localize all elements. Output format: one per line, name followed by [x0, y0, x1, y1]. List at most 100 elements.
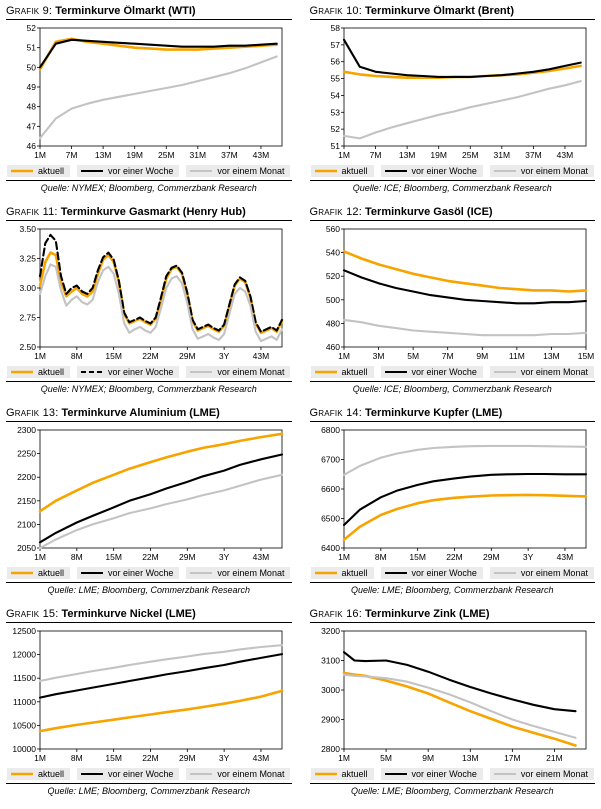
svg-text:43M: 43M	[556, 150, 573, 160]
legend-item: vor einem Monat	[186, 366, 291, 378]
svg-text:2250: 2250	[17, 449, 36, 459]
svg-text:51: 51	[27, 43, 37, 53]
svg-text:3Y: 3Y	[522, 552, 533, 562]
svg-text:13M: 13M	[543, 351, 560, 361]
legend-label: vor einem Monat	[217, 166, 285, 176]
legend-line-swatch	[493, 772, 516, 776]
chart-name: Terminkurve Nickel (LME)	[61, 608, 196, 620]
svg-text:21M: 21M	[546, 753, 563, 763]
svg-text:8M: 8M	[71, 753, 83, 763]
source-note: Quelle: LME; Bloomberg, Commerzbank Rese…	[350, 585, 554, 595]
svg-text:37M: 37M	[525, 150, 542, 160]
legend-label: vor einer Woche	[108, 568, 174, 578]
legend-line-swatch	[384, 370, 407, 374]
svg-text:2800: 2800	[321, 744, 340, 754]
legend-label: vor einem Monat	[217, 769, 285, 779]
legend-line-swatch	[314, 772, 337, 776]
legend-label: vor einer Woche	[411, 568, 477, 578]
legend-line-swatch	[81, 571, 104, 575]
svg-text:50: 50	[27, 62, 37, 72]
svg-text:3Y: 3Y	[219, 753, 230, 763]
legend-line-swatch	[493, 370, 516, 374]
svg-text:5M: 5M	[407, 351, 419, 361]
legend-label: vor einem Monat	[520, 166, 588, 176]
svg-text:6400: 6400	[321, 543, 340, 553]
legend-line-swatch	[190, 370, 213, 374]
chart-title: Grafik 13: Terminkurve Aluminium (LME)	[6, 407, 292, 422]
svg-text:1M: 1M	[34, 351, 46, 361]
legend-line-swatch	[11, 370, 34, 374]
legend-line-swatch	[11, 169, 34, 173]
legend-item: vor einer Woche	[77, 165, 180, 177]
chart-card-nickel: Grafik 15: Terminkurve Nickel (LME) 1000…	[6, 608, 292, 797]
svg-text:9M: 9M	[422, 753, 434, 763]
svg-text:46: 46	[27, 141, 37, 151]
chart-number-label: Grafik 15:	[6, 608, 59, 620]
source-note: Quelle: LME; Bloomberg, Commerzbank Rese…	[47, 585, 251, 595]
svg-text:25M: 25M	[158, 150, 175, 160]
svg-text:6500: 6500	[321, 514, 340, 524]
legend-label: vor einer Woche	[108, 367, 174, 377]
legend-line-swatch	[384, 571, 407, 575]
source-note: Quelle: LME; Bloomberg, Commerzbank Rese…	[350, 786, 554, 796]
chart-title: Grafik 10: Terminkurve Ölmarkt (Brent)	[309, 5, 595, 20]
svg-text:29M: 29M	[483, 552, 500, 562]
legend-item: aktuell	[310, 165, 374, 177]
chart-title: Grafik 15: Terminkurve Nickel (LME)	[6, 608, 292, 623]
divider	[309, 180, 595, 181]
legend-line-swatch	[314, 571, 337, 575]
svg-text:12000: 12000	[12, 650, 36, 660]
legend-item: aktuell	[310, 366, 374, 378]
legend-item: vor einem Monat	[186, 768, 291, 780]
svg-text:58: 58	[330, 23, 340, 33]
legend-label: aktuell	[341, 568, 368, 578]
svg-text:22M: 22M	[142, 351, 159, 361]
legend-line-swatch	[314, 370, 337, 374]
svg-text:52: 52	[330, 124, 340, 134]
legend-line-swatch	[11, 772, 34, 776]
svg-text:560: 560	[325, 224, 339, 234]
legend-line-swatch	[81, 772, 104, 776]
legend-line-swatch	[493, 169, 516, 173]
chart-card-wti: Grafik 9: Terminkurve Ölmarkt (WTI) 46 47…	[6, 5, 292, 194]
svg-text:2300: 2300	[17, 425, 36, 435]
chart-card-aluminium: Grafik 13: Terminkurve Aluminium (LME) 2…	[6, 407, 292, 596]
chart-name: Terminkurve Ölmarkt (Brent)	[365, 5, 514, 17]
svg-text:52: 52	[27, 23, 37, 33]
svg-text:1M: 1M	[34, 753, 46, 763]
legend-item: vor einer Woche	[77, 768, 180, 780]
legend-line-swatch	[190, 571, 213, 575]
svg-text:11000: 11000	[13, 697, 36, 707]
svg-text:57: 57	[330, 40, 340, 50]
svg-text:48: 48	[27, 102, 37, 112]
chart-title: Grafik 11: Terminkurve Gasmarkt (Henry H…	[6, 206, 292, 221]
legend-label: aktuell	[341, 769, 368, 779]
svg-text:2050: 2050	[17, 543, 36, 553]
divider	[6, 381, 292, 382]
svg-text:10000: 10000	[12, 744, 36, 754]
legend-line-swatch	[81, 370, 104, 374]
chart-legend: aktuell vor einer Woche vor einem Monat	[310, 165, 596, 177]
legend-item: vor einer Woche	[77, 567, 180, 579]
chart-number-label: Grafik 10:	[309, 5, 362, 17]
svg-text:520: 520	[325, 271, 339, 281]
legend-label: aktuell	[38, 769, 65, 779]
chart-card-henry-hub: Grafik 11: Terminkurve Gasmarkt (Henry H…	[6, 206, 292, 395]
svg-text:43M: 43M	[253, 351, 270, 361]
svg-text:43M: 43M	[253, 552, 270, 562]
chart-card-copper: Grafik 14: Terminkurve Kupfer (LME) 6400…	[309, 407, 595, 596]
legend-line-swatch	[384, 169, 407, 173]
svg-text:12500: 12500	[12, 626, 36, 636]
legend-label: aktuell	[38, 166, 65, 176]
legend-label: aktuell	[38, 568, 65, 578]
svg-text:9M: 9M	[476, 351, 488, 361]
svg-text:1M: 1M	[34, 552, 46, 562]
svg-text:500: 500	[325, 295, 339, 305]
svg-text:53: 53	[330, 107, 340, 117]
legend-item: vor einem Monat	[186, 165, 291, 177]
svg-text:3M: 3M	[372, 351, 384, 361]
line-chart-gasoil: 460 480 500 520 540 560 1M 3M 5M 7M 9M 11M 13M 15M	[325, 224, 593, 361]
legend-item: vor einer Woche	[380, 567, 483, 579]
svg-text:51: 51	[330, 141, 340, 151]
chart-name: Terminkurve Ölmarkt (WTI)	[55, 5, 196, 17]
